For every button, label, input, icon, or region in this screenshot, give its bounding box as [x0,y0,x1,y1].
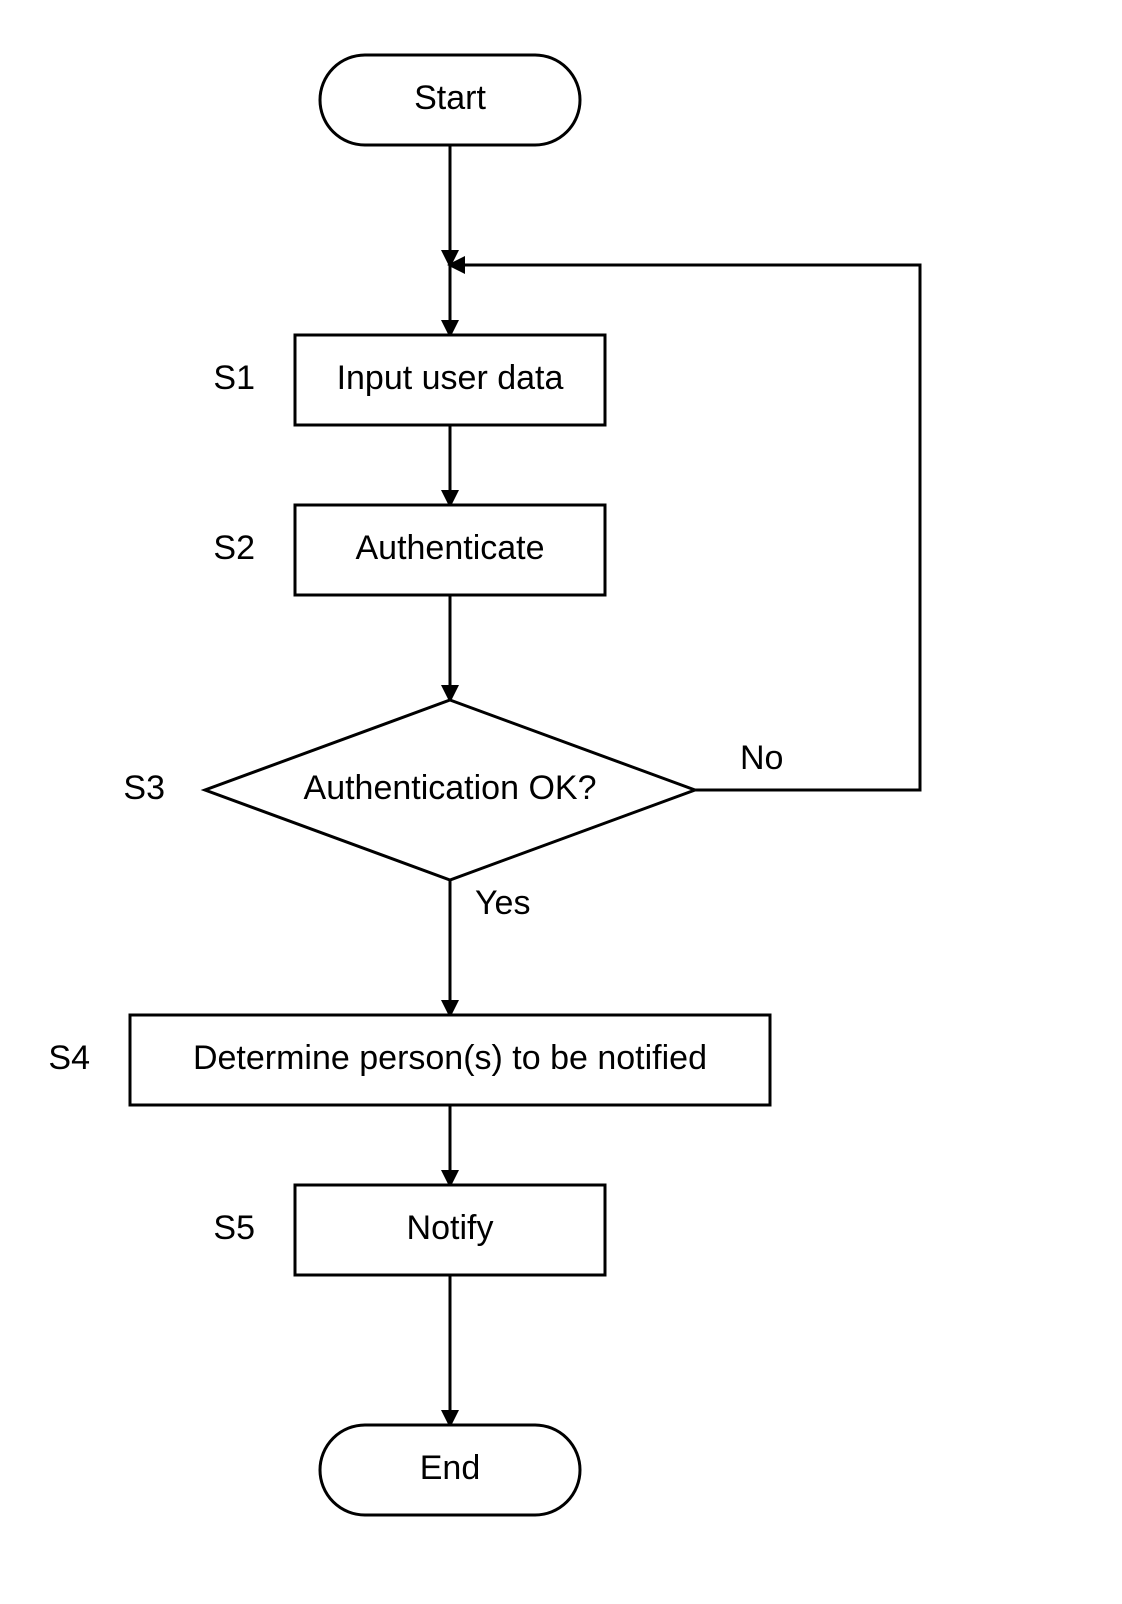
edge-label-4: Yes [475,884,530,922]
node-text-end: End [420,1449,481,1487]
node-text-s2: Authenticate [355,529,544,567]
edge-label-5: No [740,739,783,777]
step-label-s1: S1 [213,359,255,397]
node-text-start: Start [414,79,486,117]
step-label-s2: S2 [213,529,255,567]
step-label-s3: S3 [123,769,165,807]
node-text-s4: Determine person(s) to be notified [193,1039,707,1077]
node-text-s3: Authentication OK? [304,769,597,807]
step-label-s4: S4 [48,1039,90,1077]
flowchart-canvas: Yes No Start Input user data S1 Authenticate S… [0,0,1122,1604]
step-label-s5: S5 [213,1209,255,1247]
node-text-s5: Notify [407,1209,494,1247]
node-text-s1: Input user data [337,359,564,397]
